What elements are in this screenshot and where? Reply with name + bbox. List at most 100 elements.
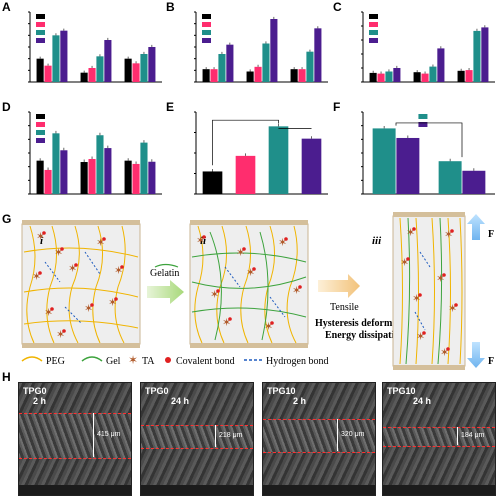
ta-star: ✶ [84, 303, 93, 315]
legend-hydrogen: Hydrogen bond [266, 356, 329, 367]
ta-star: ✶ [246, 267, 255, 279]
network-box-iii [392, 212, 466, 370]
legend-ta: TA [142, 356, 155, 367]
significance-bracket [395, 122, 463, 158]
network-diagram: i ii Gelatin Tensile Hysteresis deformat… [21, 212, 494, 370]
ta-star: ✶ [400, 257, 409, 269]
bar-c-1-1 [421, 73, 429, 82]
sem-thickness: 218 μm [219, 432, 243, 439]
bar-b-0-2 [218, 54, 226, 82]
bar-a-2-3 [148, 47, 156, 82]
covalent-dot [450, 229, 454, 233]
bar-b-0-1 [210, 69, 218, 82]
bar-a-2-0 [124, 58, 132, 82]
bar-a-1-3 [104, 40, 112, 82]
ta-star: ✶ [236, 247, 245, 259]
bar-c-1-3 [437, 48, 445, 82]
bar-c-2-2 [473, 30, 481, 82]
bar-b-0-3 [226, 44, 234, 82]
chart-d [28, 111, 162, 195]
process-arrow-2 [318, 274, 360, 298]
bar-c-0-2 [385, 71, 393, 82]
legend-swatch [369, 22, 378, 27]
ta-icon: ✶ [128, 353, 138, 367]
covalent-dot [114, 297, 118, 301]
bar-d-0-2 [52, 133, 60, 194]
chart-b [194, 11, 328, 83]
ta-star: ✶ [406, 227, 415, 239]
legend-swatch [36, 114, 45, 119]
covalent-dot [252, 267, 256, 271]
bar-e-0-0 [202, 171, 223, 194]
bar-f-0-0 [372, 128, 396, 194]
ta-star: ✶ [108, 297, 117, 309]
bar-d-2-1 [132, 163, 140, 194]
covalent-dot [74, 263, 78, 267]
panel-label-h: H [2, 370, 11, 384]
bar-f-1-1 [462, 170, 486, 194]
sub-label-i: i [40, 235, 44, 247]
panel-label-a: A [2, 0, 11, 14]
ta-star: ✶ [412, 293, 421, 305]
sem-title: TPG0 [23, 386, 47, 396]
network-box-i [21, 220, 141, 348]
covalent-dot [412, 227, 416, 231]
diagram-legend: PEG Gel ✶ TA Covalent bond Hydrogen bond [21, 353, 329, 367]
ta-star: ✶ [54, 247, 63, 259]
covalent-dot [298, 285, 302, 289]
force-arrow-bottom [467, 342, 485, 368]
panel-label-c: C [333, 0, 342, 14]
covalent-dot [446, 347, 450, 351]
bar-c-0-0 [369, 72, 377, 82]
bar-d-0-1 [44, 169, 52, 194]
thickness-arrow [337, 419, 338, 451]
ta-star: ✶ [292, 285, 301, 297]
bar-e-3-0 [301, 138, 322, 194]
legend-swatch [36, 14, 45, 19]
legend-swatch [369, 14, 378, 19]
covalent-dot [202, 235, 206, 239]
sem-title: TPG10 [267, 386, 296, 396]
covalent-dot [120, 265, 124, 269]
tensile-label: Tensile [330, 302, 359, 313]
sem-thickness: 184 μm [461, 432, 485, 439]
bar-d-1-1 [88, 159, 96, 194]
bar-d-1-3 [104, 148, 112, 194]
sem-time: 2 h [33, 396, 47, 406]
ta-star: ✶ [416, 331, 425, 343]
ta-star: ✶ [68, 263, 77, 275]
covalent-icon [165, 357, 171, 363]
bar-b-1-2 [262, 43, 270, 82]
ta-star: ✶ [448, 303, 457, 315]
covalent-dot [418, 293, 422, 297]
bar-a-0-2 [52, 35, 60, 82]
bar-d-2-3 [148, 161, 156, 194]
thickness-arrow [457, 427, 458, 445]
bar-c-2-0 [457, 70, 465, 82]
bar-b-1-3 [270, 19, 278, 82]
covalent-dot [102, 237, 106, 241]
bar-b-2-2 [306, 51, 314, 82]
chart-f [361, 111, 495, 195]
legend-swatch [369, 38, 378, 43]
force-label-bottom: F [488, 356, 494, 367]
legend-swatch [36, 138, 45, 143]
ta-star: ✶ [444, 229, 453, 241]
network-box-ii [189, 220, 309, 348]
covalent-dot [50, 307, 54, 311]
bar-d-2-2 [140, 142, 148, 194]
legend-swatch [202, 38, 211, 43]
sem-title: TPG10 [387, 386, 416, 396]
ta-star: ✶ [114, 265, 123, 277]
covalent-dot [442, 273, 446, 277]
sem-image: TPG0 24 h 218 μm [140, 382, 254, 496]
bar-f-1-0 [438, 161, 462, 194]
ta-star: ✶ [96, 237, 105, 249]
sem-title: TPG0 [145, 386, 169, 396]
panel-label-b: B [166, 0, 175, 14]
bar-c-0-3 [393, 68, 401, 82]
sem-image: TPG10 2 h 320 μm [262, 382, 376, 496]
ta-star: ✶ [278, 237, 287, 249]
ta-star: ✶ [440, 347, 449, 359]
legend-gel: Gel [106, 356, 121, 367]
